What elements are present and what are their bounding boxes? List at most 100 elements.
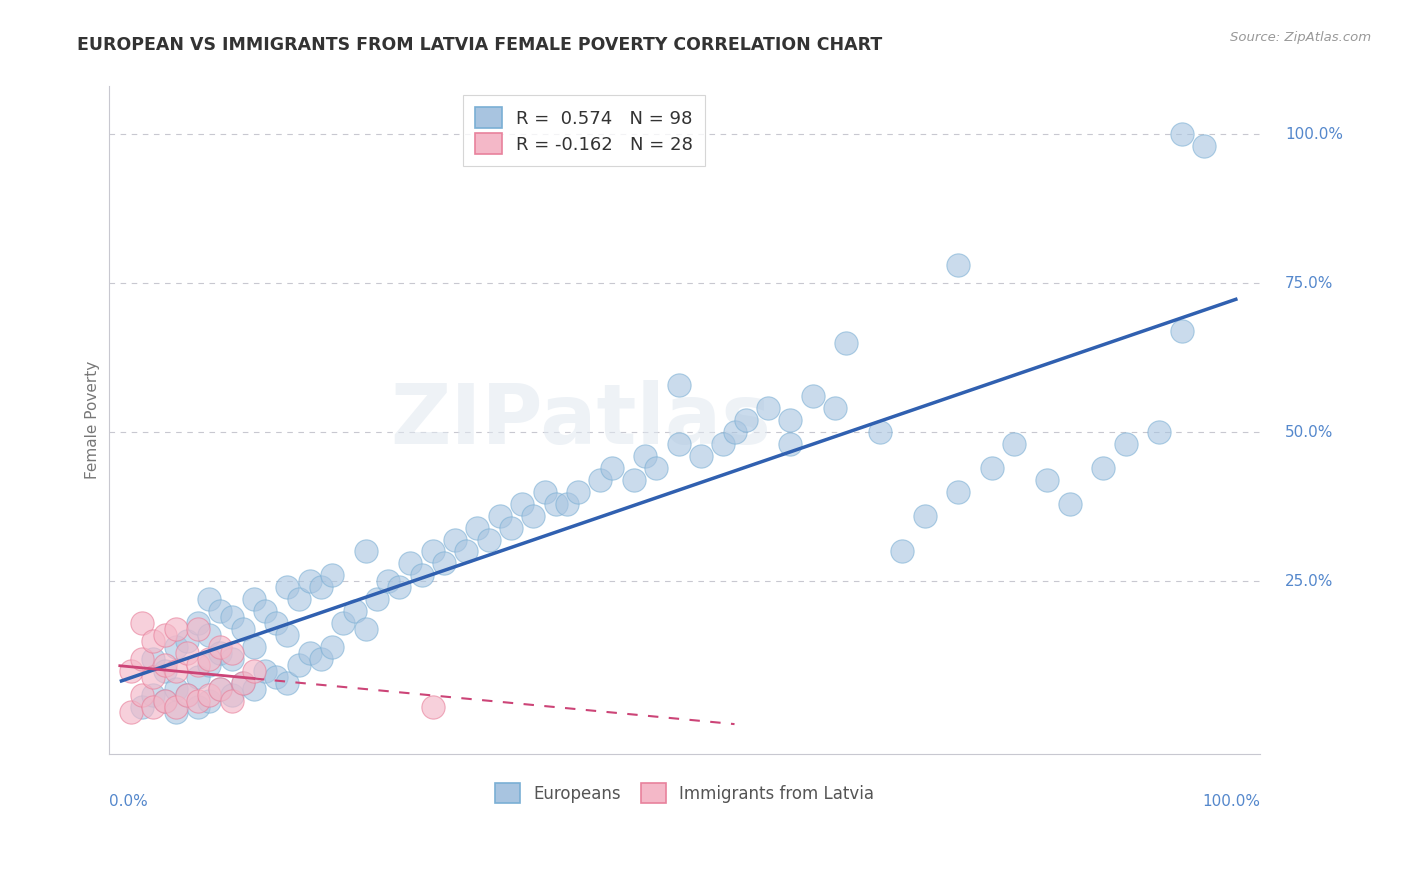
- Point: [165, 622, 187, 636]
- Point: [131, 699, 153, 714]
- Point: [142, 699, 165, 714]
- Point: [309, 580, 332, 594]
- Point: [779, 413, 801, 427]
- Point: [209, 640, 232, 654]
- Point: [723, 425, 745, 440]
- Point: [891, 544, 914, 558]
- Point: [589, 473, 612, 487]
- Point: [131, 615, 153, 630]
- Point: [243, 640, 266, 654]
- Point: [946, 484, 969, 499]
- Point: [287, 592, 309, 607]
- Point: [187, 622, 209, 636]
- Point: [298, 574, 321, 589]
- Point: [187, 693, 209, 707]
- Point: [779, 437, 801, 451]
- Point: [1170, 324, 1192, 338]
- Point: [1036, 473, 1059, 487]
- Point: [645, 461, 668, 475]
- Point: [467, 520, 489, 534]
- Point: [176, 634, 198, 648]
- Point: [332, 615, 354, 630]
- Point: [120, 664, 142, 678]
- Point: [488, 508, 510, 523]
- Point: [221, 610, 243, 624]
- Text: ZIPatlas: ZIPatlas: [389, 380, 770, 461]
- Point: [276, 580, 298, 594]
- Point: [165, 706, 187, 720]
- Point: [600, 461, 623, 475]
- Text: 50.0%: 50.0%: [1285, 425, 1333, 440]
- Point: [176, 688, 198, 702]
- Point: [1170, 127, 1192, 141]
- Point: [567, 484, 589, 499]
- Point: [176, 688, 198, 702]
- Point: [711, 437, 734, 451]
- Point: [668, 377, 690, 392]
- Point: [187, 699, 209, 714]
- Point: [1147, 425, 1170, 440]
- Text: EUROPEAN VS IMMIGRANTS FROM LATVIA FEMALE POVERTY CORRELATION CHART: EUROPEAN VS IMMIGRANTS FROM LATVIA FEMAL…: [77, 36, 883, 54]
- Point: [266, 670, 288, 684]
- Point: [824, 401, 846, 416]
- Point: [221, 693, 243, 707]
- Point: [544, 497, 567, 511]
- Point: [165, 664, 187, 678]
- Text: 25.0%: 25.0%: [1285, 574, 1333, 589]
- Point: [634, 449, 657, 463]
- Point: [422, 699, 444, 714]
- Point: [321, 568, 343, 582]
- Point: [668, 437, 690, 451]
- Point: [869, 425, 891, 440]
- Point: [120, 706, 142, 720]
- Point: [165, 681, 187, 696]
- Point: [198, 652, 221, 666]
- Point: [801, 389, 824, 403]
- Point: [354, 622, 377, 636]
- Point: [510, 497, 533, 511]
- Point: [422, 544, 444, 558]
- Point: [980, 461, 1002, 475]
- Point: [153, 664, 176, 678]
- Point: [433, 557, 456, 571]
- Point: [914, 508, 936, 523]
- Point: [221, 646, 243, 660]
- Point: [254, 664, 277, 678]
- Point: [221, 688, 243, 702]
- Point: [321, 640, 343, 654]
- Point: [756, 401, 779, 416]
- Point: [690, 449, 713, 463]
- Point: [456, 544, 478, 558]
- Point: [131, 652, 153, 666]
- Point: [153, 628, 176, 642]
- Point: [198, 628, 221, 642]
- Point: [165, 640, 187, 654]
- Point: [221, 652, 243, 666]
- Point: [1192, 139, 1215, 153]
- Point: [399, 557, 422, 571]
- Point: [153, 657, 176, 672]
- Point: [198, 657, 221, 672]
- Text: 100.0%: 100.0%: [1285, 127, 1343, 142]
- Point: [198, 592, 221, 607]
- Point: [1115, 437, 1137, 451]
- Point: [377, 574, 399, 589]
- Point: [187, 615, 209, 630]
- Point: [555, 497, 578, 511]
- Y-axis label: Female Poverty: Female Poverty: [86, 361, 100, 479]
- Point: [366, 592, 388, 607]
- Point: [623, 473, 645, 487]
- Point: [287, 657, 309, 672]
- Point: [153, 693, 176, 707]
- Point: [131, 688, 153, 702]
- Point: [198, 688, 221, 702]
- Point: [232, 675, 254, 690]
- Point: [176, 646, 198, 660]
- Point: [298, 646, 321, 660]
- Point: [142, 652, 165, 666]
- Point: [266, 615, 288, 630]
- Text: 75.0%: 75.0%: [1285, 276, 1333, 291]
- Point: [411, 568, 433, 582]
- Point: [187, 657, 209, 672]
- Point: [533, 484, 555, 499]
